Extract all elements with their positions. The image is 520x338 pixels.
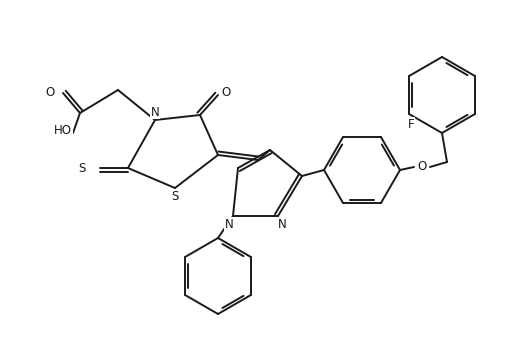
Text: S: S <box>79 162 86 174</box>
Text: O: O <box>418 161 426 173</box>
Text: N: N <box>151 105 159 119</box>
Text: O: O <box>45 87 55 99</box>
Text: N: N <box>278 217 287 231</box>
Text: F: F <box>408 118 414 130</box>
Text: HO: HO <box>54 124 72 138</box>
Text: S: S <box>171 190 179 202</box>
Text: N: N <box>225 217 233 231</box>
Text: O: O <box>222 87 231 99</box>
